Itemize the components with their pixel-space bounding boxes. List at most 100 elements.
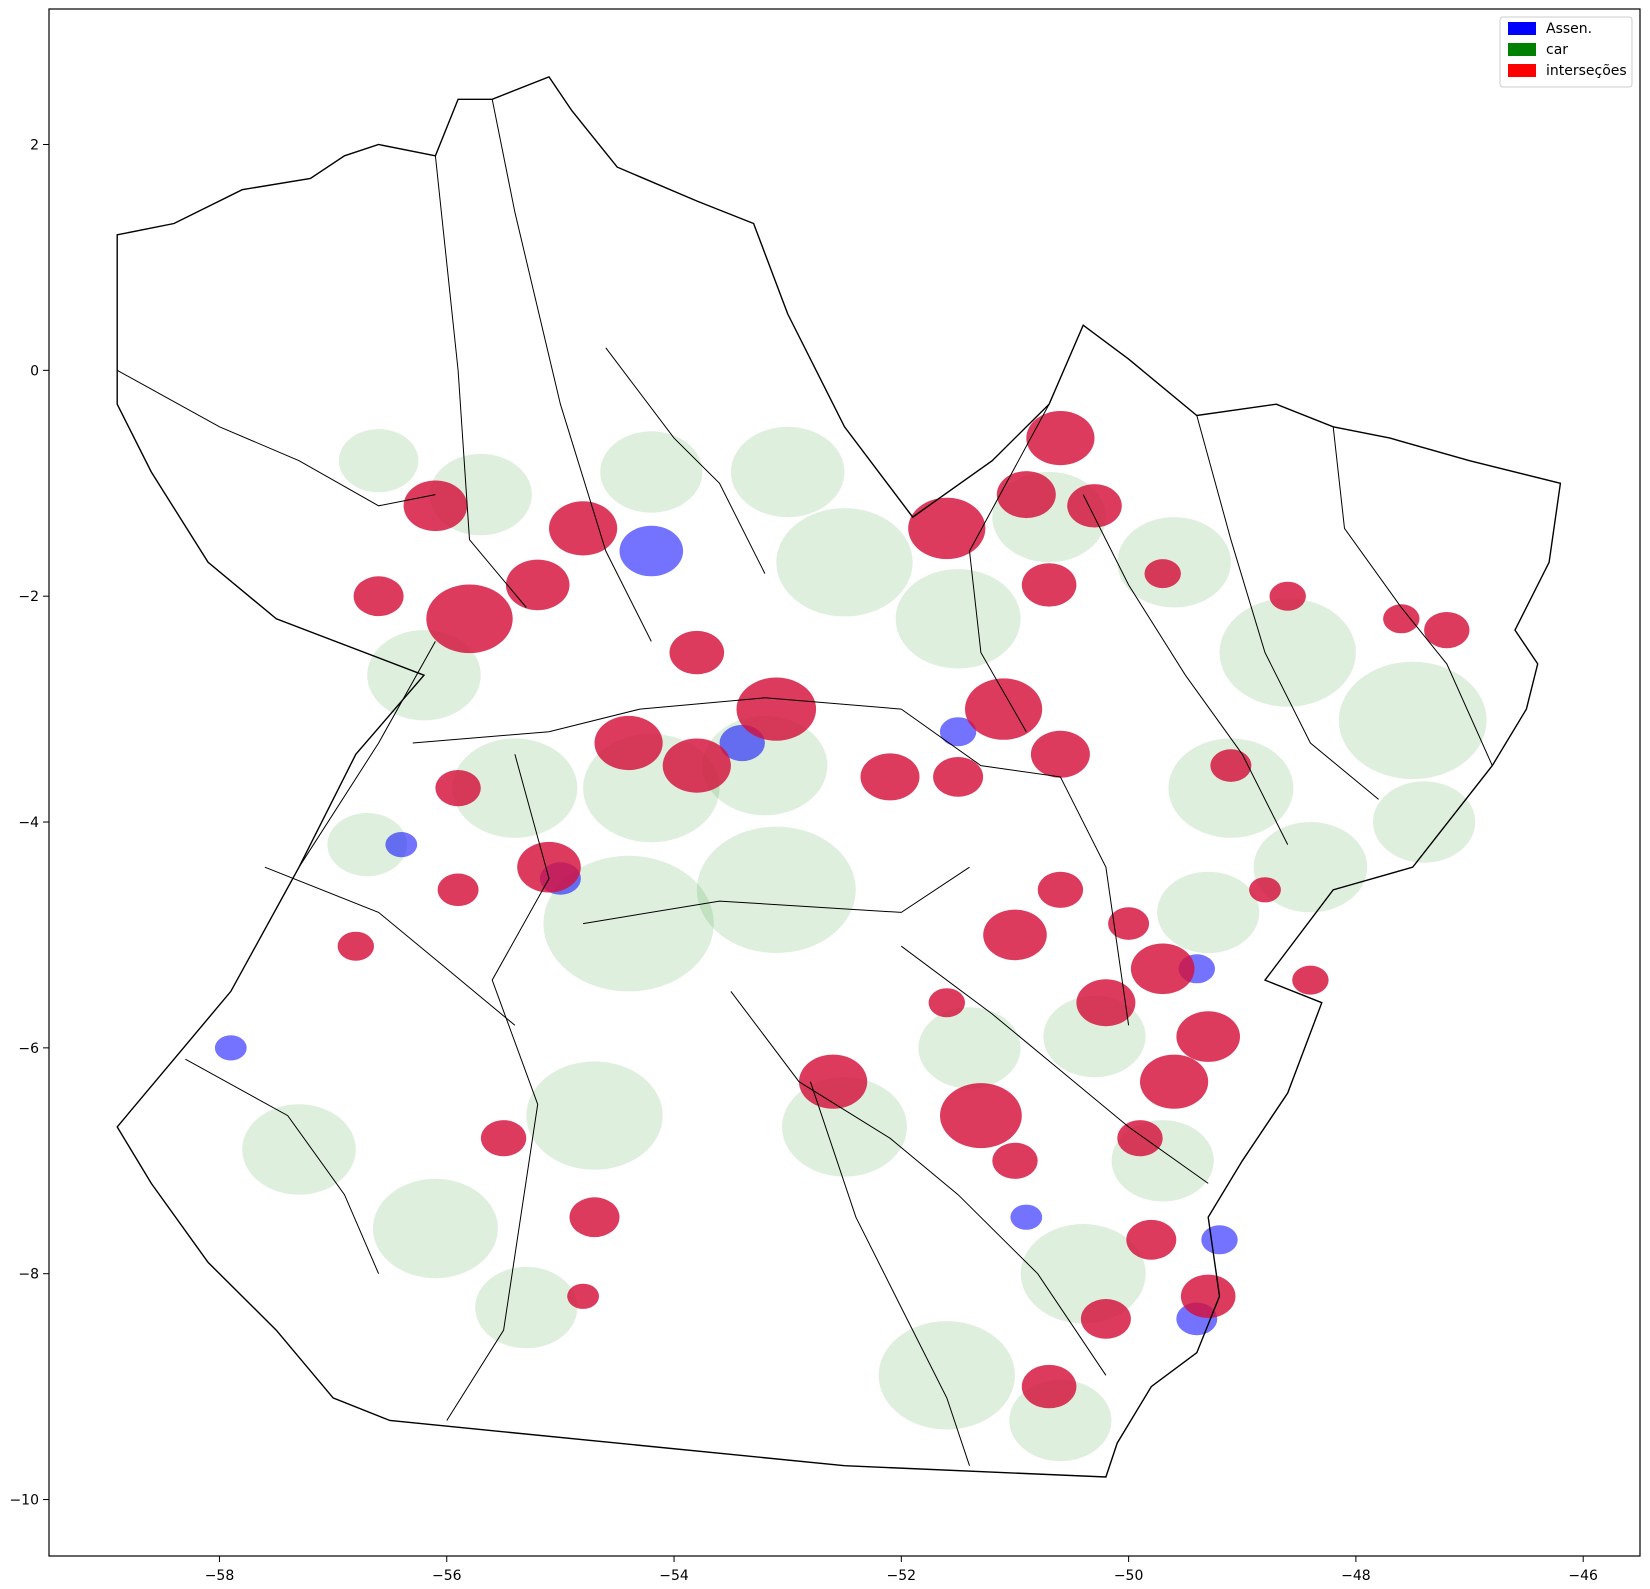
- municipality-boundary: [809, 1081, 970, 1466]
- assen-area: [214, 1035, 247, 1061]
- legend-label-intersecoes: interseções: [1546, 63, 1627, 79]
- intersecao-area: [403, 480, 468, 532]
- legend-label-car: car: [1546, 42, 1568, 58]
- y-tick-label: −8: [18, 1267, 39, 1283]
- car-area: [338, 429, 419, 493]
- x-tick-label: −52: [887, 1568, 917, 1584]
- car-area: [730, 426, 845, 518]
- legend: Assen. car interseções: [1499, 16, 1633, 88]
- intersecao-area: [1026, 411, 1095, 466]
- car-area: [918, 1007, 1021, 1089]
- car-area: [1338, 661, 1487, 780]
- x-tick-label: −46: [1568, 1568, 1598, 1584]
- car-area: [475, 1266, 578, 1349]
- municipality-boundaries: [116, 99, 1493, 1466]
- x-tick-label: −58: [205, 1568, 235, 1584]
- car-area: [526, 1061, 663, 1170]
- intersecao-area: [662, 738, 731, 793]
- car-area: [543, 855, 714, 992]
- intersecao-area: [1130, 943, 1195, 995]
- intersecao-area: [860, 753, 920, 801]
- car-area: [372, 1178, 498, 1279]
- intersecao-area: [1140, 1054, 1209, 1109]
- intersecao-area: [996, 471, 1056, 519]
- car-area: [242, 1104, 356, 1195]
- intersecao-area: [337, 931, 374, 961]
- legend-swatch-car: [1508, 43, 1536, 56]
- car-area: [600, 431, 703, 513]
- car-area: [1020, 1224, 1146, 1324]
- municipality-boundary: [901, 945, 1209, 1184]
- intersecao-area: [1424, 612, 1470, 649]
- assen-area: [1201, 1225, 1238, 1255]
- intersecao-area: [435, 770, 481, 807]
- car-area: [1157, 871, 1260, 954]
- intersecao-area: [1108, 907, 1150, 940]
- intersecao-area: [567, 1283, 599, 1309]
- intersecao-area: [1292, 965, 1329, 995]
- assen-area: [619, 525, 684, 577]
- intersecao-area: [940, 1083, 1022, 1149]
- intersecao-area: [1180, 1274, 1236, 1319]
- legend-swatch-intersecoes: [1508, 64, 1536, 77]
- municipality-boundary: [298, 641, 436, 868]
- intersecao-area: [1021, 563, 1077, 607]
- intersecao-area: [1176, 1011, 1240, 1062]
- intersecao-area: [1126, 1219, 1177, 1260]
- y-tick-label: −6: [18, 1041, 39, 1057]
- car-area: [878, 1321, 1015, 1430]
- intersecao-area: [992, 1142, 1038, 1179]
- intersecao-area: [928, 988, 965, 1018]
- car-area: [1219, 598, 1356, 707]
- legend-label-assen: Assen.: [1546, 21, 1592, 37]
- municipality-boundary: [412, 697, 902, 744]
- municipality-boundary: [264, 866, 516, 1026]
- assen-area: [939, 717, 977, 747]
- x-tick-label: −50: [1114, 1568, 1144, 1584]
- intersecao-area: [426, 584, 513, 654]
- assen-area: [1010, 1204, 1043, 1230]
- municipality-boundary: [583, 866, 970, 925]
- car-area: [1253, 822, 1368, 913]
- intersecao-area: [517, 841, 581, 893]
- car-area: [1168, 738, 1294, 838]
- car-layer: [242, 426, 1487, 1462]
- municipality-boundary: [968, 403, 1050, 732]
- y-tick-label: −4: [18, 815, 39, 831]
- municipality-boundary: [491, 99, 652, 642]
- axes-frame: [48, 8, 1641, 1557]
- legend-item-intersecoes: interseções: [1508, 63, 1627, 79]
- car-area: [327, 813, 408, 877]
- intersecao-area: [1037, 871, 1084, 908]
- intersecao-area: [549, 501, 618, 556]
- intersecao-area: [353, 576, 404, 617]
- intersecao-area: [908, 497, 986, 560]
- intersecao-area: [983, 909, 1047, 961]
- legend-item-car: car: [1508, 42, 1568, 58]
- intersecao-area: [736, 677, 817, 741]
- car-area: [696, 826, 856, 953]
- municipality-boundary: [1332, 426, 1493, 766]
- x-axis: −58 −56 −54 −52 −50 −48 −46: [205, 1556, 1598, 1584]
- municipality-boundary: [434, 155, 527, 608]
- intersecao-area: [1210, 749, 1252, 782]
- intersecao-area: [569, 1197, 620, 1238]
- intersecao-area: [1067, 484, 1122, 528]
- car-area: [776, 508, 913, 617]
- car-area: [895, 569, 1021, 669]
- municipality-boundary: [901, 708, 1130, 1026]
- intersecao-area: [1117, 1120, 1163, 1157]
- car-area: [452, 738, 578, 838]
- intersecao-area: [933, 757, 984, 797]
- intersecao-area: [1021, 1364, 1077, 1409]
- intersecao-area: [1249, 877, 1281, 903]
- state-outline: [116, 75, 1562, 1478]
- assen-area: [385, 832, 418, 858]
- car-area: [1373, 781, 1476, 863]
- legend-item-assen: Assen.: [1508, 21, 1592, 37]
- intersecao-area: [799, 1054, 868, 1109]
- intersecoes-layer: [337, 411, 1470, 1409]
- y-tick-label: −2: [18, 589, 39, 605]
- municipality-boundary: [1082, 494, 1289, 845]
